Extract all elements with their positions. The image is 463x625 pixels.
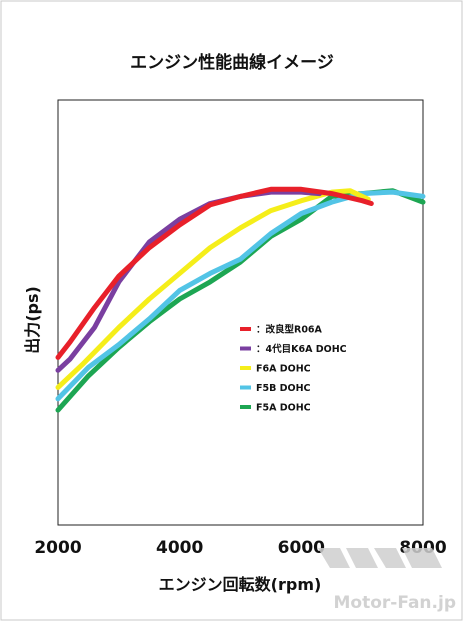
x-tick-label: 4000: [156, 538, 203, 558]
chart-title: エンジン性能曲線イメージ: [130, 52, 334, 73]
legend-label-0: ：改良型R06A: [256, 324, 323, 336]
series-line-1: [55, 189, 323, 373]
legend-label-1: ：4代目K6A DOHC: [256, 343, 347, 355]
x-tick-label: 6000: [278, 538, 325, 558]
series-lines: [55, 186, 426, 413]
series-line-3: [55, 189, 426, 402]
watermark-text: Motor-Fan.jp: [334, 593, 457, 613]
watermark: Motor-Fan.jp: [318, 548, 456, 613]
series-line-0: [55, 186, 374, 360]
legend: ：改良型R06A ：4代目K6A DOHC F6A DOHC F5B DOHC F5A …: [240, 324, 347, 414]
legend-label-4: F5A DOHC: [256, 403, 311, 414]
watermark-logo: [318, 548, 442, 568]
x-axis-label: エンジン回転数(rpm): [159, 575, 322, 594]
y-axis-label: 出力(ps): [23, 286, 42, 354]
legend-label-2: F6A DOHC: [256, 364, 311, 375]
legend-label-3: F5B DOHC: [256, 383, 311, 394]
x-tick-label: 2000: [34, 538, 81, 558]
plot-area: [57, 99, 424, 526]
